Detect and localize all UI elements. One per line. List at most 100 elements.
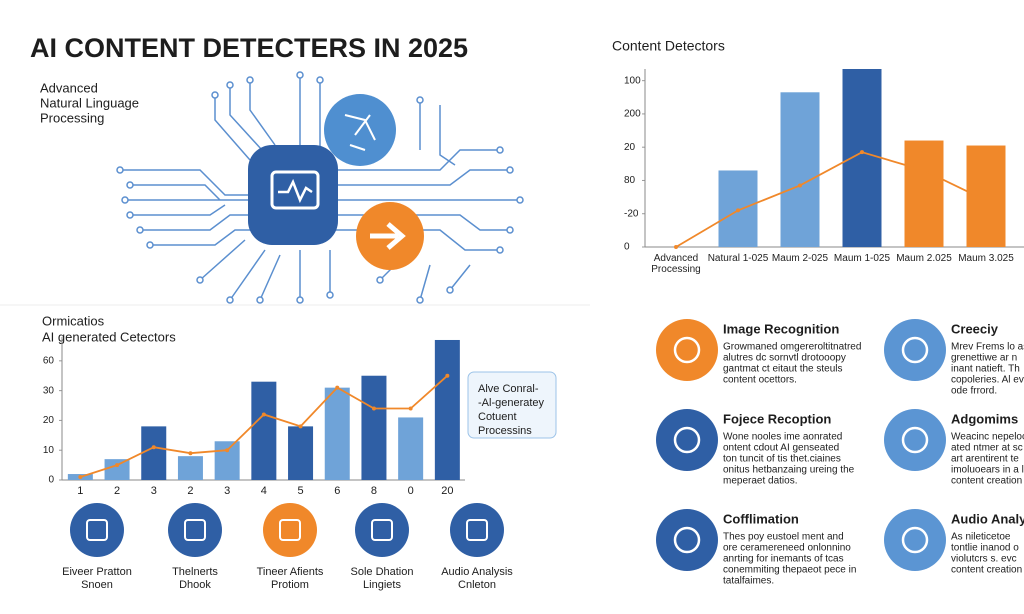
x-tick-label: 1: [77, 485, 83, 497]
feature-title: Cofflimation: [723, 511, 799, 526]
tool-icon: [70, 503, 124, 557]
feature-text: ore ceramereneed onlonnino: [723, 543, 851, 554]
trend-point: [188, 451, 193, 456]
x-tick-label: 4: [261, 485, 267, 497]
trend-point: [151, 445, 156, 450]
icon-glyph: [370, 222, 406, 250]
bar: [904, 140, 944, 247]
feature-icon: [656, 319, 718, 381]
feature-glyph: [673, 526, 701, 554]
feature-text: conemmiting thepaeot pece in: [723, 565, 856, 576]
feature-text: copoleries. Al ev: [951, 375, 1024, 386]
x-tick-label: Natural 1-025: [707, 253, 769, 264]
tool-label: Thelnerts: [172, 566, 218, 578]
tool-glyph: [184, 519, 206, 541]
callout-text: Alve Conral-: [478, 383, 539, 395]
tool-label: Sole Dhation: [351, 566, 414, 578]
callout-text: Cotuent: [478, 411, 517, 423]
hero-label: Natural Linguage: [40, 95, 139, 110]
bar: [398, 417, 424, 480]
trend-point: [115, 463, 120, 468]
tool-glyph: [466, 519, 488, 541]
feature-text: ton tuncit of tis thet.ciaines: [723, 454, 841, 465]
trend-point: [225, 448, 230, 453]
tool-label: Lingiets: [363, 579, 401, 591]
feature-text: Thes poy eustoel ment and: [723, 532, 844, 543]
trend-point: [78, 475, 83, 480]
feature-icon: [656, 509, 718, 571]
tool-label: Dhook: [179, 579, 211, 591]
x-tick-label: Maum 2.025: [896, 253, 952, 264]
x-tick-label: 3: [224, 485, 230, 497]
trend-point: [860, 150, 864, 155]
feature-text: content creation: [951, 565, 1022, 576]
y-tick-label: 10: [43, 445, 55, 456]
trend-point: [798, 183, 802, 188]
trend-point: [408, 406, 413, 411]
tool-icon: [263, 503, 317, 557]
bar: [214, 441, 240, 480]
bar: [104, 459, 130, 480]
tool-glyph: [279, 519, 301, 541]
x-tick-label: 6: [334, 485, 340, 497]
x-tick-label: 8: [371, 485, 377, 497]
tool-label: Audio Analysis: [441, 566, 513, 578]
tool-glyph: [371, 519, 393, 541]
callout-text: -Al-generatey: [478, 397, 545, 409]
icon-glyph: [270, 170, 320, 210]
trend-point: [298, 424, 303, 429]
trend-point: [984, 198, 988, 203]
feature-text: inant natieft. Th: [951, 364, 1020, 375]
x-tick-label: 5: [297, 485, 303, 497]
feature-text: art arentirent te: [951, 454, 1019, 465]
tool-label: Protiom: [271, 579, 309, 591]
trend-point: [674, 245, 678, 249]
y-tick-label: 100: [624, 75, 641, 86]
y-tick-label: 20: [624, 142, 636, 153]
feature-text: Wone nooles ime aonrated: [723, 432, 842, 443]
x-tick-label: Advanced Processing: [651, 253, 700, 275]
hero-label: Advanced: [40, 80, 98, 95]
feature-icon: [884, 509, 946, 571]
feature-glyph: [901, 526, 929, 554]
chart-title: Content Detectors: [612, 38, 725, 54]
trend-point: [736, 208, 740, 213]
tool-label: Snoen: [81, 579, 113, 591]
bar: [251, 381, 277, 480]
feature-text: content creation: [951, 476, 1022, 487]
x-tick-label: Maum 3.025: [958, 253, 1014, 264]
x-tick-label: Natural 1-025: [707, 253, 769, 264]
x-tick-label: Maum 3.025: [958, 253, 1014, 264]
feature-text: content ocettors.: [723, 375, 797, 386]
y-tick-label: 0: [624, 242, 630, 253]
feature-title: Adgomims: [951, 411, 1018, 426]
tool-label: Tineer Afients: [257, 566, 324, 578]
chart-title: Ormicatios: [42, 313, 105, 328]
x-tick-label: Maum 2.025: [896, 253, 952, 264]
y-tick-label: 20: [43, 415, 55, 426]
trend-point: [335, 385, 340, 390]
trend-point: [922, 168, 926, 173]
feature-text: As nileticetoe: [951, 532, 1011, 543]
feature-text: onitus hetbanzaing ureing the: [723, 465, 855, 476]
feature-text: imoluoears in a lo: [951, 465, 1024, 476]
x-tick-label: 0: [408, 485, 414, 497]
feature-text: gantmat ct eitaut the steuls: [723, 364, 843, 375]
bar: [288, 426, 314, 480]
feature-text: alutres dc sornvtl drotooopy: [723, 353, 846, 364]
x-tick-label: 2: [114, 485, 120, 497]
icon-glyph: [344, 114, 376, 151]
tool-label: Cnleton: [458, 579, 496, 591]
bar: [141, 426, 167, 480]
trend-point: [445, 373, 450, 378]
x-tick-label: Maum 2-025: [771, 253, 829, 264]
chart-title: AI generated Cetectors: [42, 329, 176, 344]
trend-line: [675, 151, 987, 248]
feature-text: tontlie inanod o: [951, 543, 1019, 554]
feature-glyph: [901, 336, 929, 364]
bar: [361, 375, 387, 480]
icon-tile: [248, 145, 338, 245]
trend-point: [261, 412, 266, 417]
bar: [324, 387, 350, 480]
